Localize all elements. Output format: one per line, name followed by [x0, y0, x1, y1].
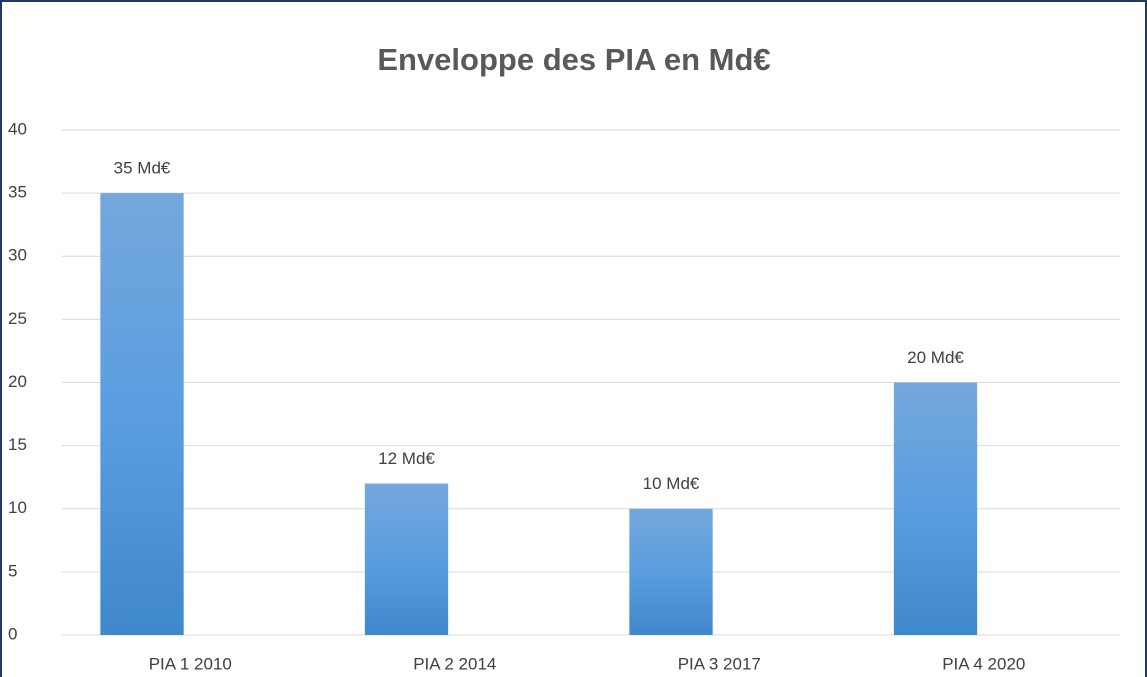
y-tick-label: 5 — [8, 561, 17, 580]
bar — [893, 382, 978, 635]
data-label: 35 Md€ — [114, 159, 171, 178]
data-label: 10 Md€ — [643, 474, 700, 493]
y-tick-label: 35 — [8, 183, 27, 202]
chart-title: Enveloppe des PIA en Md€ — [377, 42, 770, 77]
bar — [629, 508, 713, 635]
x-tick-label: PIA 2 2014 — [413, 654, 496, 673]
data-label: 20 Md€ — [907, 348, 964, 367]
bar — [364, 483, 449, 635]
y-tick-label: 25 — [8, 309, 27, 328]
x-tick-label: PIA 3 2017 — [678, 654, 761, 673]
y-tick-label: 10 — [8, 498, 27, 517]
data-label: 12 Md€ — [378, 449, 435, 468]
y-tick-label: 0 — [8, 624, 17, 643]
y-tick-label: 15 — [8, 435, 27, 454]
bar — [100, 193, 184, 635]
y-tick-label: 30 — [8, 246, 27, 265]
x-tick-label: PIA 4 2020 — [942, 654, 1025, 673]
y-tick-label: 40 — [8, 119, 27, 138]
x-tick-label: PIA 1 2010 — [149, 654, 232, 673]
y-tick-label: 20 — [8, 372, 27, 391]
